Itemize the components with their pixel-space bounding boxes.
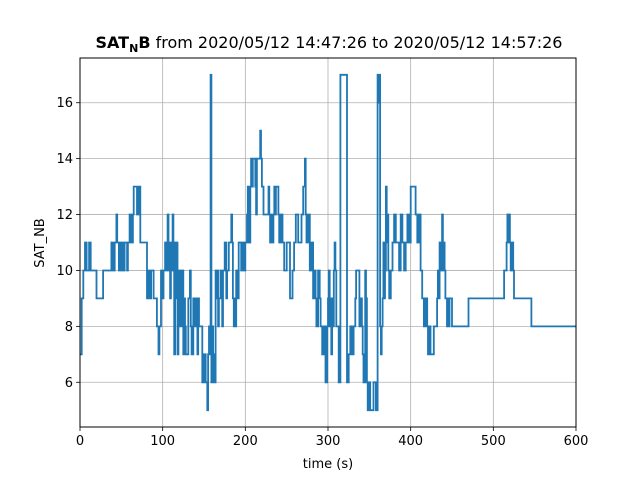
y-tick-label-1: 8 xyxy=(65,320,73,335)
x-tick-label-3: 300 xyxy=(316,434,341,449)
series-line xyxy=(80,73,576,412)
x-axis-label: time (s) xyxy=(303,457,353,472)
tick-labels: 0 100 200 300 400 500 600 6 8 10 12 14 16 xyxy=(56,96,588,449)
title-rest: from 2020/05/12 14:47:26 to 2020/05/12 1… xyxy=(151,33,563,52)
title-bold-tail: B xyxy=(138,33,150,52)
x-tick-label-6: 600 xyxy=(564,434,589,449)
x-tick-label-4: 400 xyxy=(398,434,423,449)
y-tick-label-2: 10 xyxy=(56,264,73,279)
title-bold-main: SAT xyxy=(96,33,130,52)
y-tick-label-0: 6 xyxy=(65,376,73,391)
y-tick-label-5: 16 xyxy=(56,96,73,111)
y-tick-label-3: 12 xyxy=(56,208,73,223)
x-tick-label-0: 0 xyxy=(76,434,84,449)
y-tick-label-4: 14 xyxy=(56,152,73,167)
x-tick-label-1: 100 xyxy=(150,434,175,449)
y-axis-label: SAT_NB xyxy=(33,218,48,267)
plot-frame xyxy=(79,57,577,428)
x-tick-label-5: 500 xyxy=(481,434,506,449)
chart-title: SATNB from 2020/05/12 14:47:26 to 2020/0… xyxy=(96,33,563,55)
x-tick-label-2: 200 xyxy=(233,434,258,449)
title-bold-subscript: N xyxy=(129,42,138,55)
ticks xyxy=(76,102,577,431)
